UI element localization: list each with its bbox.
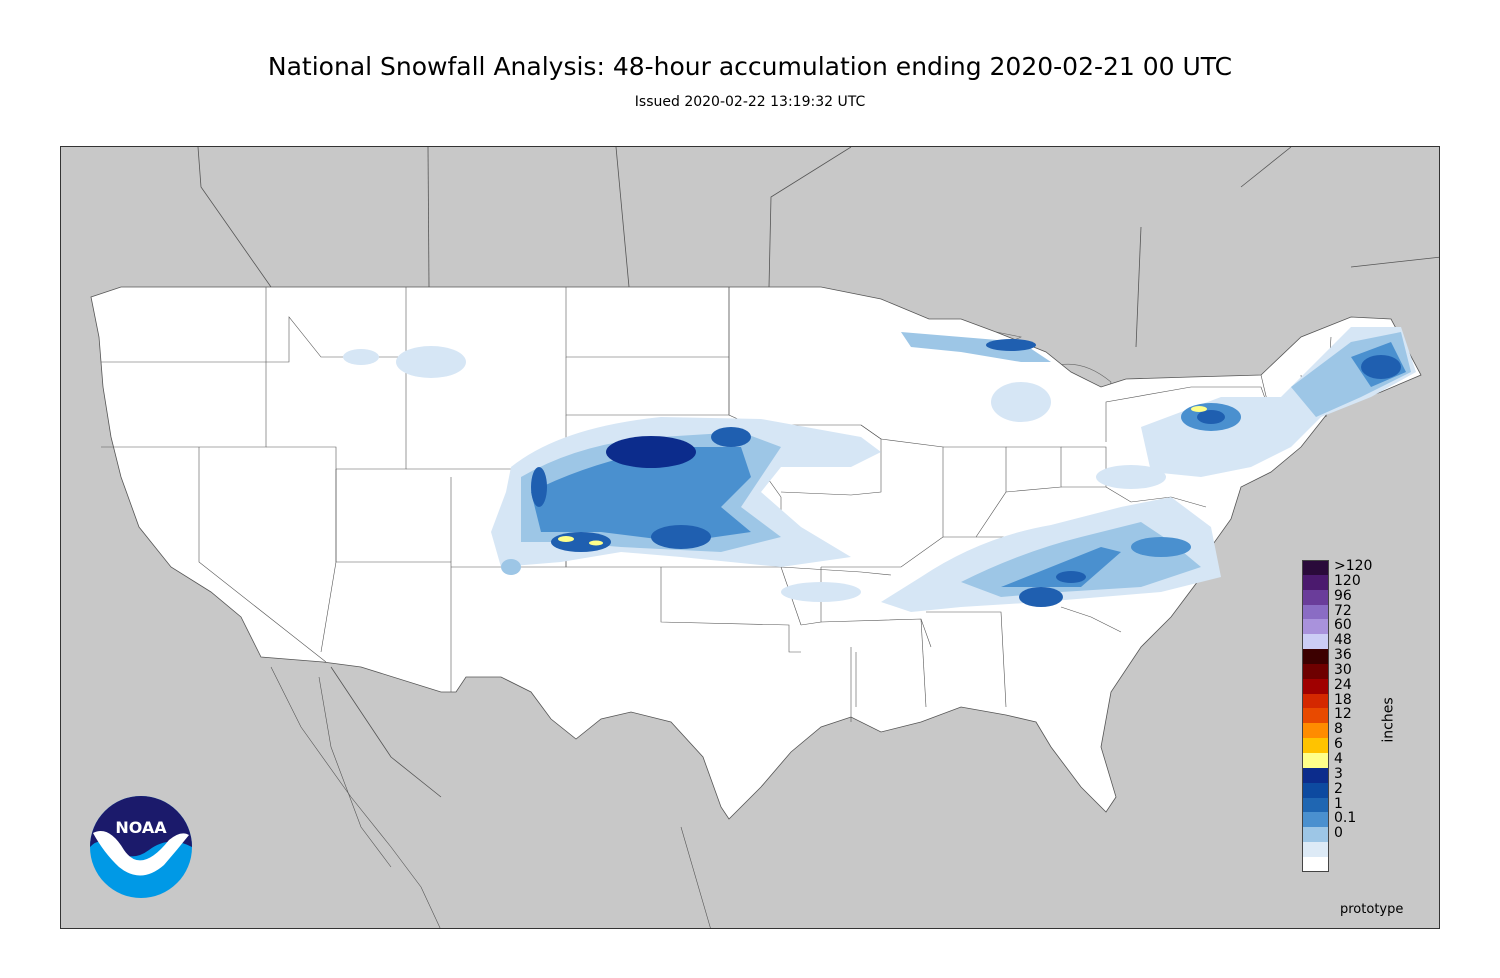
legend-row: 6 (1302, 736, 1422, 753)
legend-swatch (1302, 693, 1329, 709)
legend-row: 48 (1302, 632, 1422, 650)
legend-swatch (1302, 842, 1329, 857)
issued-timestamp: Issued 2020-02-22 13:19:32 UTC (634, 94, 866, 110)
legend-row (1302, 856, 1422, 872)
legend-swatch (1302, 782, 1329, 798)
legend-swatch (1302, 827, 1329, 843)
legend-row: 4 (1302, 750, 1422, 768)
legend-label: 8 (1334, 721, 1343, 738)
legend-swatch (1302, 812, 1329, 828)
snowfall-map[interactable] (60, 146, 1440, 929)
units-label: inches (1380, 697, 1397, 743)
legend-label: 18 (1334, 691, 1352, 708)
legend-label: 3 (1334, 765, 1343, 782)
legend-swatch (1302, 619, 1329, 635)
legend-label: >120 (1334, 558, 1373, 574)
legend-swatch (1302, 560, 1329, 575)
legend-swatch (1302, 663, 1329, 679)
legend-row: 0.1 (1302, 810, 1422, 828)
legend-row: 12 (1302, 706, 1422, 724)
legend-row: 36 (1302, 647, 1422, 664)
legend-swatch (1302, 708, 1329, 724)
legend-row (1302, 842, 1422, 857)
legend-row: 8 (1302, 721, 1422, 739)
legend-label: 36 (1334, 647, 1352, 664)
legend-swatch (1302, 797, 1329, 813)
legend-swatch (1302, 574, 1329, 590)
legend-swatch (1302, 723, 1329, 739)
legend-row: 120 (1302, 572, 1422, 590)
legend-label: 4 (1334, 750, 1343, 767)
legend-row: 0 (1302, 825, 1422, 843)
legend-row: 1 (1302, 795, 1422, 813)
legend-swatch (1302, 856, 1329, 872)
legend-label: 60 (1334, 617, 1352, 634)
legend-swatch (1302, 678, 1329, 694)
legend-label: 0.1 (1334, 810, 1357, 827)
legend-swatch (1302, 738, 1329, 753)
legend-label: 96 (1334, 587, 1352, 604)
snowfall-legend: >120 120 96 72 60 48 36 30 24 18 12 8 6 4 3 2 1 0.1 0 (1302, 558, 1422, 872)
legend-row: 96 (1302, 587, 1422, 605)
legend-label: 0 (1334, 825, 1343, 842)
noaa-logo: NOAA (89, 795, 193, 899)
legend-units: inches (1380, 690, 1400, 750)
legend-row: >120 (1302, 558, 1422, 575)
legend-row: 60 (1302, 617, 1422, 635)
legend-swatch (1302, 589, 1329, 605)
map-title: National Snowfall Analysis: 48-hour accu… (267, 52, 1233, 81)
legend-row: 24 (1302, 676, 1422, 694)
legend-label: 1 (1334, 795, 1343, 812)
legend-label: 120 (1334, 572, 1361, 589)
noaa-logo-text: NOAA (115, 818, 167, 837)
legend-label: 30 (1334, 661, 1352, 678)
legend-label: 48 (1334, 632, 1352, 649)
legend-label: 12 (1334, 706, 1352, 723)
legend-row: 18 (1302, 691, 1422, 709)
legend-swatch (1302, 634, 1329, 650)
legend-swatch (1302, 604, 1329, 620)
prototype-note: prototype (1340, 902, 1404, 917)
mexico-outline (270, 666, 711, 928)
legend-label: 72 (1334, 602, 1352, 619)
legend-label: 24 (1334, 676, 1352, 693)
legend-label: 2 (1334, 780, 1343, 797)
legend-row: 2 (1302, 780, 1422, 798)
legend-row: 30 (1302, 661, 1422, 679)
legend-row: 72 (1302, 602, 1422, 620)
legend-swatch (1302, 649, 1329, 664)
legend-swatch (1302, 752, 1329, 768)
legend-label: 6 (1334, 736, 1343, 753)
snowfall-shading (343, 327, 1416, 612)
legend-swatch (1302, 767, 1329, 783)
legend-row: 3 (1302, 765, 1422, 783)
